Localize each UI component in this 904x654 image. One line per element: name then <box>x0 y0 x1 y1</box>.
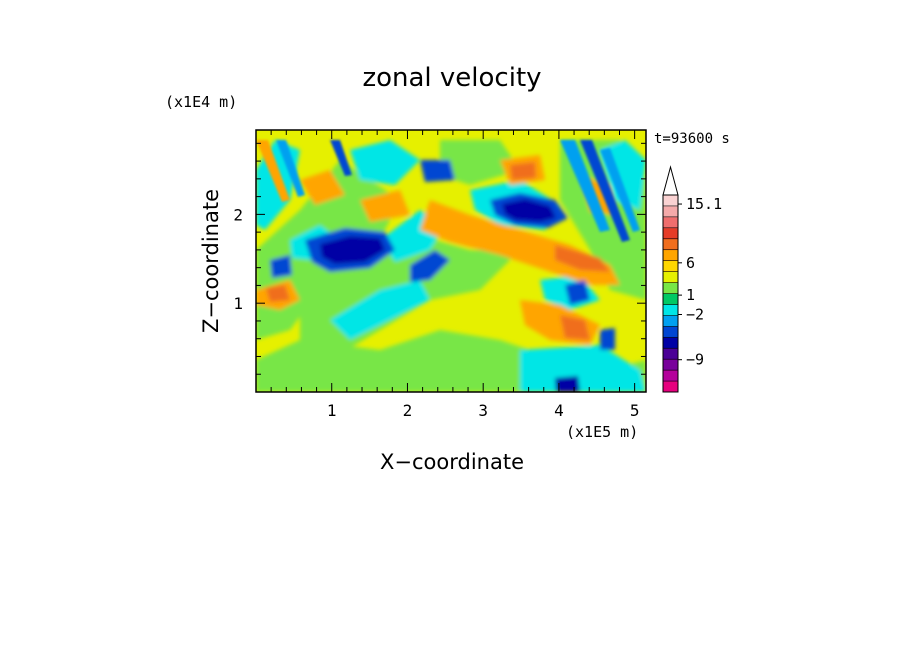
y-axis-title: Z−coordinate <box>199 189 223 333</box>
chart-title: zonal velocity <box>362 63 541 93</box>
y-tick-label: 1 <box>233 294 243 313</box>
colorbar-label: 15.1 <box>686 195 722 213</box>
colorbar-swatch <box>663 359 678 371</box>
colorbar-swatch <box>663 304 678 316</box>
plot-frame <box>255 129 647 393</box>
x-tick-label: 3 <box>478 401 488 420</box>
x-axis-ticks: 1 2 3 4 5 <box>270 130 640 420</box>
x-tick-label: 2 <box>403 401 413 420</box>
colorbar-swatch <box>663 216 678 229</box>
colorbar-swatch <box>663 370 678 382</box>
colorbar-label: 6 <box>686 254 695 272</box>
y-tick-label: 2 <box>233 205 243 224</box>
colorbar-swatch <box>663 205 678 218</box>
colorbar-swatch <box>663 315 678 327</box>
colorbar-label: 1 <box>686 286 695 304</box>
colorbar-extend-arrow <box>662 165 679 196</box>
colorbar-label: −2 <box>686 305 704 323</box>
colorbar-swatch <box>663 293 678 305</box>
x-tick-label: 5 <box>630 401 640 420</box>
colorbar-swatch <box>663 337 678 349</box>
colorbar-swatch <box>663 260 678 273</box>
colorbar-swatch <box>663 195 678 207</box>
x-tick-label: 4 <box>554 401 564 420</box>
colorbar-swatch <box>663 227 678 240</box>
contour-field <box>256 130 646 392</box>
x-axis-title: X−coordinate <box>380 450 524 474</box>
colorbar-swatch <box>663 381 678 393</box>
colorbar-swatch <box>663 348 678 360</box>
colorbar-swatch <box>663 249 678 262</box>
colorbar-swatch <box>663 326 678 338</box>
x-unit-label: (x1E5 m) <box>566 423 638 441</box>
colorbar-label: −9 <box>686 351 704 369</box>
colorbar-frame <box>662 194 679 393</box>
time-label: t=93600 s <box>654 131 730 147</box>
colorbar-swatch <box>663 238 678 251</box>
colorbar: 15.1 6 1−2 −9 <box>662 165 722 393</box>
colorbar-swatch <box>663 282 678 294</box>
colorbar-swatch <box>663 271 678 283</box>
x-tick-label: 1 <box>327 401 337 420</box>
field-streaks <box>256 140 640 242</box>
y-axis-ticks: 12 <box>233 142 646 375</box>
y-unit-label: (x1E4 m) <box>165 93 237 111</box>
